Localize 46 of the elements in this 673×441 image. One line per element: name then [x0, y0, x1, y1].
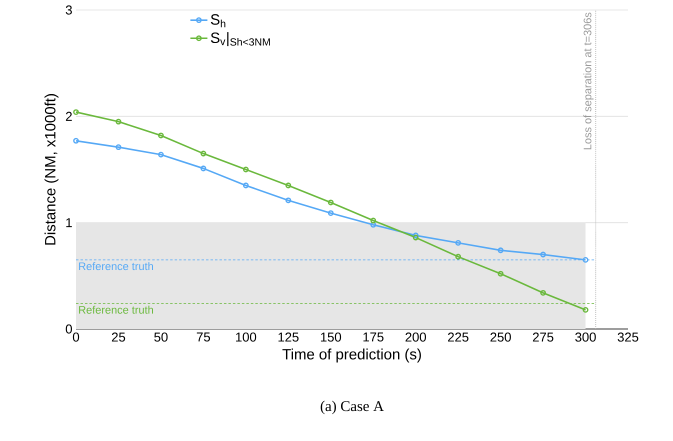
- legend-label: S$_{v}$|$_{Sh<3NM}$: [210, 32, 270, 46]
- point: [455, 254, 462, 260]
- x-tick-label: 200: [406, 332, 426, 342]
- text: (a) Case A: [320, 400, 384, 414]
- x-tick-label: 250: [490, 332, 511, 342]
- x-tick-label: 325: [618, 332, 638, 342]
- ref-line-label: Reference truth: [79, 306, 153, 314]
- x-tick-label: 175: [363, 332, 384, 342]
- x-tick-label: 50: [154, 332, 168, 342]
- ref-line-label: Loss of separation at t=306s: [583, 12, 594, 150]
- ref-line-label: Reference truth: [79, 262, 153, 270]
- point: [116, 144, 122, 150]
- point: [540, 290, 546, 296]
- y-tick-label: 2: [66, 112, 72, 121]
- x-tick-label: 225: [448, 332, 468, 342]
- point: [540, 252, 546, 258]
- y-axis-title: Distance (NM, x1000ft): [44, 94, 58, 245]
- point: [242, 166, 249, 172]
- y-tick-label: 0: [66, 324, 72, 334]
- point: [242, 182, 249, 188]
- x-tick-label: 125: [278, 332, 299, 342]
- point: [200, 166, 206, 172]
- point: [370, 218, 376, 224]
- point: [455, 240, 462, 246]
- x-tick-label: 0: [72, 332, 80, 342]
- x-tick-label: 100: [236, 332, 256, 342]
- x-tick-label: 275: [532, 332, 554, 342]
- point: [498, 247, 504, 254]
- y-tick-label: 1: [66, 218, 72, 228]
- point: [285, 182, 292, 188]
- x-tick-label: 75: [196, 332, 210, 342]
- y-tick-label: 3: [66, 5, 72, 15]
- point: [200, 150, 206, 156]
- point: [158, 152, 164, 158]
- point: [116, 118, 122, 125]
- x-tick-label: 300: [575, 332, 596, 342]
- x-axis-title: Time of prediction (s): [282, 348, 421, 362]
- point: [370, 222, 376, 228]
- point: [328, 200, 334, 206]
- point: [328, 210, 334, 216]
- x-tick-label: 25: [112, 332, 126, 342]
- point: [158, 132, 164, 138]
- point: [498, 270, 504, 277]
- point: [285, 197, 292, 204]
- legend-label: S$_{h}$: [210, 14, 226, 28]
- x-tick-label: 150: [320, 332, 342, 342]
